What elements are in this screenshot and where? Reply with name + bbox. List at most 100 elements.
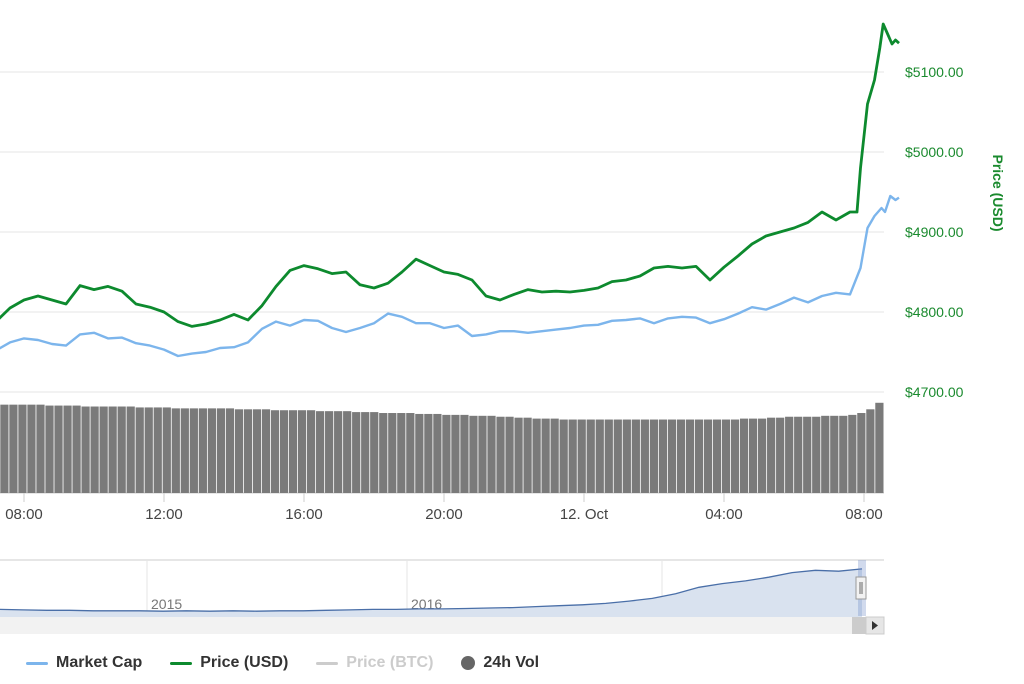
x-tick-label: 12:00 (145, 506, 183, 523)
price-usd-line (0, 22, 900, 328)
range-navigator[interactable]: 201520162017 (0, 559, 885, 635)
navigator-scrollbar-thumb[interactable] (852, 617, 866, 634)
navigator-year-label: 2016 (411, 596, 442, 612)
volume-bar (361, 412, 370, 493)
y-axis-title: Price (USD) (990, 154, 1006, 231)
arrow-right-icon (872, 621, 878, 630)
market-cap-line (0, 194, 900, 358)
volume-bar (649, 419, 658, 493)
y-axis-ticks: $4700.00 $4800.00 $4900.00 $5000.00 $5100.00 (905, 64, 964, 400)
volume-bar (198, 408, 207, 493)
x-tick-label: 20:00 (425, 506, 463, 523)
volume-bar (785, 416, 794, 493)
volume-bar (0, 404, 9, 493)
volume-bar (279, 410, 289, 493)
volume-bar (505, 416, 514, 493)
y-tick-label: $4900.00 (905, 224, 964, 240)
volume-bar (415, 413, 424, 493)
volume-bar (306, 410, 316, 493)
volume-bar (90, 406, 99, 493)
x-tick-label: 08:00 (845, 506, 883, 523)
volume-bar (297, 410, 307, 493)
volume-bar (180, 408, 189, 493)
x-axis-ticks: 08:00 12:00 16:00 20:00 12. Oct 04:00 08:00 (5, 493, 883, 523)
volume-bar (803, 416, 812, 493)
volume-bar (848, 414, 857, 493)
volume-bar (622, 419, 631, 493)
navigator-handle[interactable] (855, 576, 867, 600)
volume-bar (108, 406, 117, 493)
legend-line-symbol (170, 661, 193, 665)
volume-bar (676, 419, 686, 493)
volume-bar (658, 419, 668, 493)
legend-line-symbol (26, 661, 48, 665)
y-tick-label: $5100.00 (905, 64, 964, 80)
legend-item[interactable]: Market Cap (26, 654, 142, 672)
legend-item[interactable]: Price (USD) (170, 654, 288, 672)
navigator-year-label: 2015 (151, 596, 182, 612)
volume-bar (875, 402, 884, 493)
volume-bar (523, 417, 532, 493)
volume-bar (99, 406, 108, 493)
volume-bar (27, 404, 36, 493)
volume-bar (866, 409, 875, 493)
x-tick-label: 08:00 (5, 506, 43, 523)
volume-bar (334, 411, 343, 493)
volume-bar (758, 418, 767, 493)
volume-bar (36, 404, 45, 493)
legend-label: 24h Vol (483, 654, 540, 671)
volume-bar (478, 415, 487, 493)
volume-bar (135, 407, 144, 493)
volume-bar (406, 413, 415, 493)
x-tick-label: 16:00 (285, 506, 323, 523)
volume-bar (162, 407, 171, 493)
volume-bar (325, 411, 334, 493)
volume-bar (595, 419, 604, 493)
volume-bar (352, 412, 361, 493)
volume-bar (270, 410, 280, 493)
navigator-scrollbar-track[interactable] (0, 617, 884, 634)
volume-bar (388, 413, 397, 493)
volume-bar (370, 412, 379, 493)
legend-item[interactable]: 24h Vol (461, 654, 539, 672)
volume-bar (126, 406, 135, 493)
legend-label: Price (BTC) (346, 654, 434, 671)
volume-bar (288, 410, 298, 493)
navigator-handle-box[interactable] (855, 576, 867, 600)
volume-bar (568, 419, 577, 493)
legend-item[interactable]: Price (BTC) (316, 654, 433, 672)
volume-bar (54, 405, 63, 493)
volume-bar (613, 419, 622, 493)
volume-bar (721, 419, 731, 493)
volume-bar (379, 413, 388, 493)
x-tick-label: 12. Oct (560, 506, 609, 523)
volume-bar (739, 418, 749, 493)
series-lines (0, 22, 900, 358)
volume-bar (685, 419, 695, 493)
volume-bar (839, 415, 848, 493)
volume-bar (794, 416, 803, 493)
volume-bar (261, 409, 271, 493)
volume-bar (397, 413, 406, 493)
x-tick-label: 04:00 (705, 506, 743, 523)
volume-bar (81, 406, 90, 493)
volume-bar (207, 408, 216, 493)
volume-bar (631, 419, 640, 493)
navigator-line (0, 568, 863, 612)
y-tick-label: $4800.00 (905, 304, 964, 320)
volume-bar (117, 406, 126, 493)
volume-bar (18, 404, 27, 493)
volume-bar (730, 419, 740, 493)
volume-bar (767, 417, 776, 493)
volume-bar (748, 418, 758, 493)
volume-bar (144, 407, 153, 493)
volume-bars (0, 402, 884, 493)
chart-legend: Market Cap Price (USD) Price (BTC) 24h Vol (26, 654, 539, 672)
legend-circle-symbol (461, 656, 476, 670)
volume-bar (857, 413, 866, 493)
volume-bar (703, 419, 713, 493)
volume-bar (189, 408, 198, 493)
volume-bar (604, 419, 613, 493)
volume-bar (451, 414, 460, 493)
